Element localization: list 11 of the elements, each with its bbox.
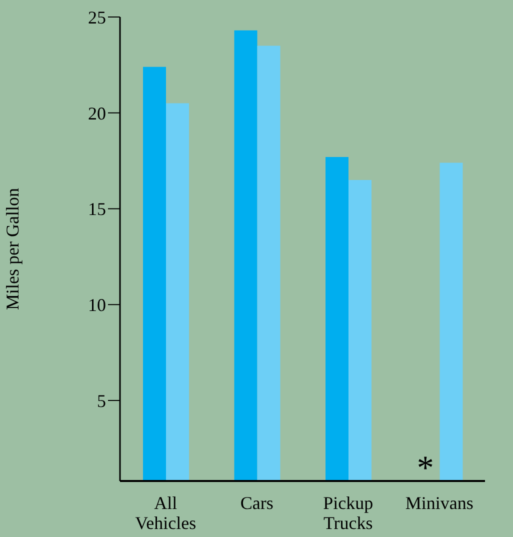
x-tick-label: Minivans	[405, 493, 474, 513]
y-tick-label: 5	[97, 390, 106, 411]
annotation: *	[416, 450, 434, 487]
y-tick-label: 25	[88, 7, 106, 28]
x-tick-label: Cars	[240, 493, 274, 513]
x-tick-label: Pickup Trucks	[323, 493, 374, 533]
y-tick-label: 10	[88, 294, 106, 315]
x-tick-label: All Vehicles	[135, 493, 196, 533]
y-tick-label: 20	[88, 103, 106, 124]
y-axis-title: Miles per Gallon	[2, 188, 22, 310]
y-tick-label: 15	[88, 199, 106, 220]
